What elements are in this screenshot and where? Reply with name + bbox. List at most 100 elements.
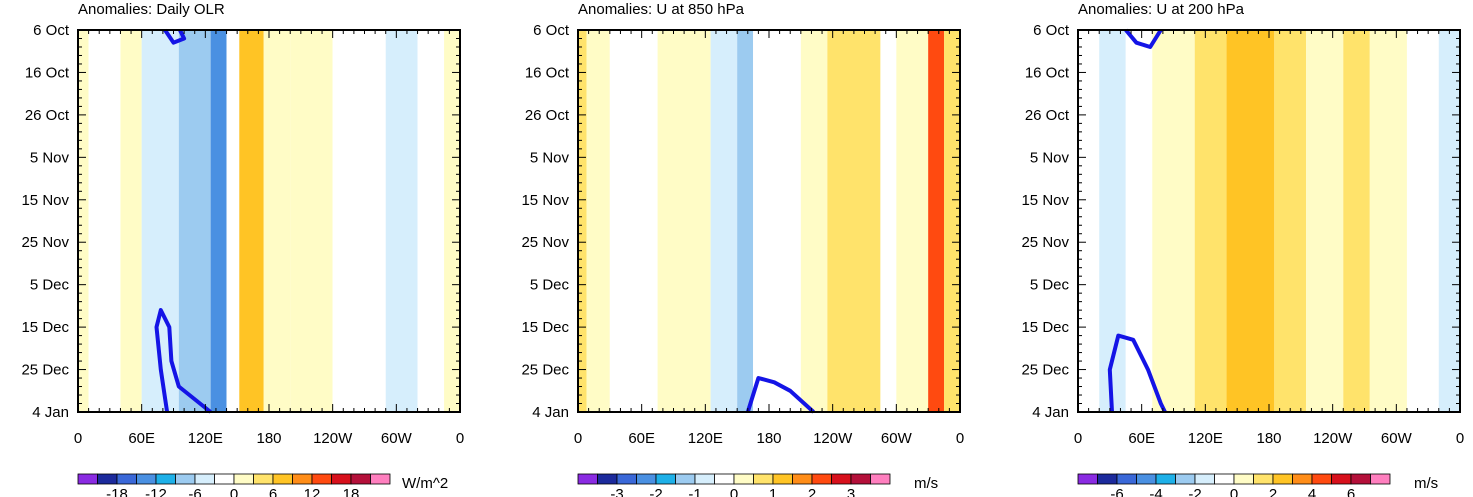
y-axis: 6 Oct 16 Oct 26 Oct 5 Nov 15 Nov 25 Nov 5 Dec 1… bbox=[21, 22, 460, 421]
band bbox=[800, 30, 828, 412]
contour-lines bbox=[745, 376, 815, 414]
colorbar-label: 3 bbox=[847, 486, 855, 497]
band bbox=[444, 30, 460, 412]
contour-line bbox=[1107, 333, 1167, 413]
colorbar-box bbox=[772, 473, 793, 485]
band bbox=[178, 30, 211, 412]
x-tick-label: 180 bbox=[756, 430, 781, 447]
x-tick-label: 60E bbox=[1128, 430, 1155, 447]
x-tick-label: 60W bbox=[381, 430, 413, 447]
colorbar-box bbox=[253, 473, 274, 485]
colorbar-box bbox=[292, 473, 313, 485]
colorbar-label: -6 bbox=[188, 486, 201, 497]
colorbar-box bbox=[753, 473, 774, 485]
y-tick-label: 15 Dec bbox=[521, 319, 569, 336]
colorbar-box bbox=[1272, 473, 1293, 485]
panel-title: Anomalies: U at 850 hPa bbox=[578, 1, 745, 18]
colorbar-label: -12 bbox=[145, 486, 167, 497]
band bbox=[1369, 30, 1407, 412]
colorbar-box bbox=[155, 473, 176, 485]
x-tick-label: 120W bbox=[813, 430, 853, 447]
colorbar-box bbox=[1311, 473, 1332, 485]
colorbar-label: 2 bbox=[808, 486, 816, 497]
band bbox=[332, 30, 386, 412]
colorbar-label: 1 bbox=[769, 486, 777, 497]
colorbar-box bbox=[272, 473, 293, 485]
x-tick-label: 120W bbox=[1313, 430, 1353, 447]
colorbar-box bbox=[694, 473, 715, 485]
colorbar-box bbox=[194, 473, 215, 485]
contour-line bbox=[745, 376, 815, 414]
y-tick-label: 5 Nov bbox=[530, 149, 570, 166]
colorbar-box bbox=[1175, 473, 1196, 485]
colorbar-box bbox=[1116, 473, 1137, 485]
colorbar-box bbox=[214, 473, 235, 485]
y-tick-label: 16 Oct bbox=[525, 64, 570, 81]
colorbar: -3 -2 -1 0 1 2 3 bbox=[577, 473, 891, 497]
band bbox=[1194, 30, 1227, 412]
colorbar-label: 12 bbox=[304, 486, 321, 497]
x-tick-label: 60W bbox=[1381, 430, 1413, 447]
colorbar-box bbox=[870, 473, 891, 485]
panel-title: Anomalies: U at 200 hPa bbox=[1078, 1, 1245, 18]
y-tick-label: 26 Oct bbox=[1025, 107, 1070, 124]
colorbar-box bbox=[77, 473, 98, 485]
x-tick-label: 120E bbox=[1188, 430, 1223, 447]
y-tick-label: 5 Dec bbox=[530, 277, 570, 294]
colorbar-box bbox=[97, 473, 118, 485]
x-tick-label: 0 bbox=[74, 430, 82, 447]
colorbar: -18 -12 -6 0 6 12 18 bbox=[77, 473, 391, 497]
colorbar-label: -2 bbox=[649, 486, 662, 497]
y-tick-label: 15 Dec bbox=[21, 319, 69, 336]
colorbar-label: 18 bbox=[343, 486, 360, 497]
x-axis: 0 60E 120E 180 120W 60W 0 bbox=[74, 30, 464, 447]
x-tick-label: 0 bbox=[574, 430, 582, 447]
y-tick-label: 25 Dec bbox=[521, 362, 569, 379]
y-tick-label: 5 Dec bbox=[1030, 277, 1070, 294]
colorbar-box bbox=[655, 473, 676, 485]
colorbar-box bbox=[136, 473, 157, 485]
band bbox=[944, 30, 960, 412]
u200-panel: Anomalies: U at 200 hPa 0 60E 120E 180 120W 6… bbox=[1021, 1, 1464, 497]
band bbox=[586, 30, 610, 412]
colorbar-box bbox=[1097, 473, 1118, 485]
u850-panel: Anomalies: U at 850 hPa 0 60E 120E 180 120W 6… bbox=[521, 1, 964, 497]
colorbar-box bbox=[1077, 473, 1098, 485]
band bbox=[78, 30, 89, 412]
band bbox=[578, 30, 587, 412]
colorbar-box bbox=[1292, 473, 1313, 485]
contour-lines bbox=[154, 28, 212, 414]
colorbar-box bbox=[616, 473, 637, 485]
y-axis: 6 Oct 16 Oct 26 Oct 5 Nov 15 Nov 25 Nov 5 Dec 1… bbox=[521, 22, 960, 421]
colorbar-box bbox=[1233, 473, 1254, 485]
colorbar-box bbox=[175, 473, 196, 485]
x-tick-label: 120E bbox=[688, 430, 723, 447]
y-tick-label: 5 Nov bbox=[1030, 149, 1070, 166]
y-tick-label: 25 Dec bbox=[21, 362, 69, 379]
colorbar-box bbox=[1331, 473, 1352, 485]
band bbox=[239, 30, 264, 412]
band bbox=[290, 30, 333, 412]
colorbar-box bbox=[831, 473, 852, 485]
band bbox=[1438, 30, 1460, 412]
band bbox=[263, 30, 291, 412]
colorbar-label: -6 bbox=[1110, 486, 1123, 497]
colorbar-label: -18 bbox=[106, 486, 128, 497]
band bbox=[753, 30, 801, 412]
colorbar-label: -4 bbox=[1149, 486, 1162, 497]
colorbar-label: 6 bbox=[1347, 486, 1355, 497]
heatmap-bands bbox=[78, 30, 460, 412]
y-tick-label: 25 Nov bbox=[1021, 234, 1069, 251]
colorbar-unit: m/s bbox=[914, 475, 938, 492]
band bbox=[1226, 30, 1275, 412]
x-tick-label: 120W bbox=[313, 430, 353, 447]
x-tick-label: 0 bbox=[1456, 430, 1464, 447]
band bbox=[896, 30, 929, 412]
colorbar-label: -3 bbox=[610, 486, 623, 497]
y-tick-label: 4 Jan bbox=[1032, 404, 1069, 421]
y-tick-label: 6 Oct bbox=[33, 22, 70, 39]
x-tick-label: 0 bbox=[456, 430, 464, 447]
band bbox=[880, 30, 897, 412]
contour-lines bbox=[1107, 28, 1167, 413]
